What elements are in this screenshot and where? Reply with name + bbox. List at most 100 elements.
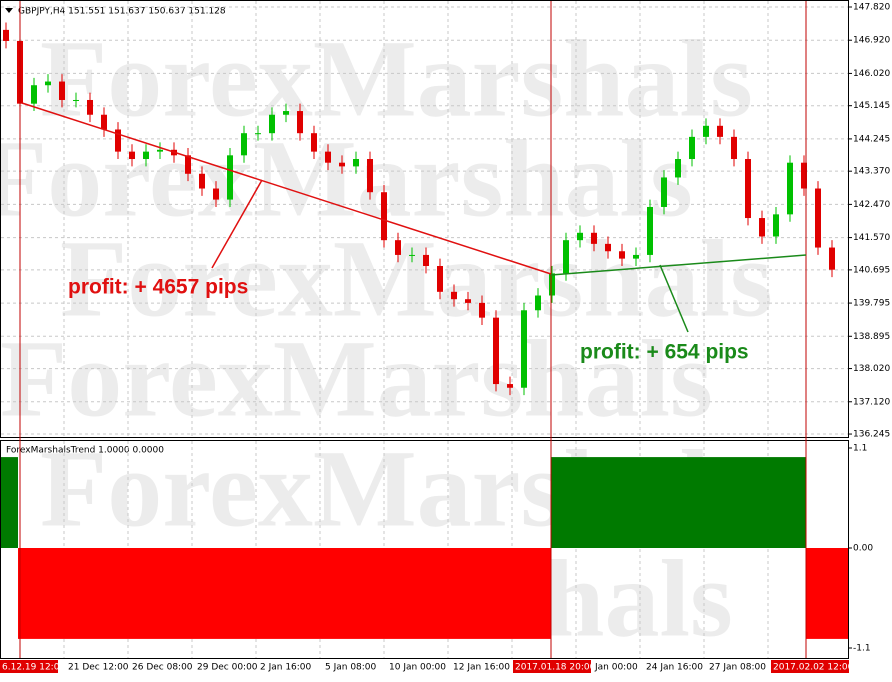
y-tick-label: 146.020 bbox=[853, 69, 890, 79]
trend-line bbox=[21, 102, 552, 275]
candle-body bbox=[129, 151, 135, 160]
y-tick-label: 145.145 bbox=[853, 101, 890, 111]
y-tick-label: 0.00 bbox=[853, 544, 873, 554]
y-tick-label: 146.920 bbox=[853, 36, 890, 46]
candle-body bbox=[283, 111, 289, 115]
candle-body bbox=[367, 159, 373, 193]
candle-body bbox=[605, 243, 611, 252]
candle-body bbox=[325, 151, 331, 163]
time-label: 26 Dec 08:00 bbox=[132, 663, 193, 673]
y-tick-label: 144.245 bbox=[853, 134, 890, 144]
candle-body bbox=[157, 149, 163, 152]
candle-body bbox=[465, 299, 471, 303]
y-tick-label: 147.820 bbox=[853, 3, 890, 13]
candle-body bbox=[73, 99, 79, 101]
trend-bar bbox=[551, 457, 806, 548]
candle-body bbox=[731, 136, 737, 160]
trend-bar bbox=[18, 548, 551, 639]
y-tick-label: 140.695 bbox=[853, 265, 890, 275]
time-label: 27 Jan 08:00 bbox=[709, 663, 766, 673]
time-label: 10 Jan 00:00 bbox=[389, 663, 446, 673]
candle-body bbox=[479, 302, 485, 318]
annotation: profit: + 654 pips bbox=[580, 341, 749, 364]
y-tick-label: 1.1 bbox=[853, 444, 867, 454]
candle-body bbox=[423, 254, 429, 266]
y-tick-label: 141.570 bbox=[853, 233, 890, 243]
candle-body bbox=[759, 218, 765, 237]
watermark: ForexMarshals bbox=[0, 317, 713, 439]
candle-body bbox=[213, 188, 219, 200]
y-tick-label: 136.245 bbox=[853, 430, 890, 440]
candle-body bbox=[297, 111, 303, 134]
candle-body bbox=[395, 240, 401, 255]
candle-body bbox=[717, 125, 723, 137]
candle-body bbox=[269, 114, 275, 134]
candle-body bbox=[3, 29, 9, 41]
time-label: 2017.01.18 20:00 bbox=[515, 663, 596, 673]
candle-body bbox=[45, 81, 51, 86]
candle-body bbox=[661, 177, 667, 207]
candle-body bbox=[773, 214, 779, 237]
candle-body bbox=[255, 133, 261, 135]
candle-body bbox=[689, 136, 695, 160]
y-tick-label: 138.020 bbox=[853, 364, 890, 374]
time-label: 6.12.19 12:00 bbox=[2, 663, 65, 673]
time-marker bbox=[0, 660, 58, 673]
y-tick-label: 138.895 bbox=[853, 332, 890, 342]
candle-body bbox=[227, 155, 233, 200]
candle-body bbox=[311, 133, 317, 152]
candle-body bbox=[521, 310, 527, 388]
candle-body bbox=[815, 188, 821, 248]
annotation: profit: + 4657 pips bbox=[68, 276, 248, 299]
watermark: ForexMarshals bbox=[40, 17, 753, 139]
indicator-header: ForexMarshalsTrend 1.0000 0.0000 bbox=[6, 446, 164, 456]
candle-body bbox=[31, 85, 37, 104]
symbol-icon bbox=[5, 8, 13, 13]
candle-body bbox=[87, 99, 93, 115]
candle-body bbox=[703, 125, 709, 137]
time-label: 12 Jan 16:00 bbox=[453, 663, 510, 673]
candle-body bbox=[493, 317, 499, 385]
candle-body bbox=[535, 295, 541, 311]
time-label: 24 Jan 16:00 bbox=[646, 663, 703, 673]
time-label: 2 Jan 16:00 bbox=[260, 663, 312, 673]
symbol-header: GBPJPY,H4 151.551 151.637 150.637 151.12… bbox=[18, 7, 226, 17]
candle-body bbox=[829, 247, 835, 270]
candle-body bbox=[143, 151, 149, 160]
candle-body bbox=[437, 266, 443, 292]
candle-body bbox=[647, 206, 653, 255]
pointer-line bbox=[211, 179, 263, 269]
candle-body bbox=[115, 129, 121, 152]
time-marker bbox=[771, 660, 849, 673]
candle-body bbox=[745, 159, 751, 219]
candle-body bbox=[787, 162, 793, 215]
pointer-line bbox=[659, 264, 689, 333]
candle-body bbox=[619, 251, 625, 259]
y-tick-label: 139.795 bbox=[853, 299, 890, 309]
indicator-frame bbox=[0, 440, 849, 659]
trend-bar bbox=[806, 548, 848, 639]
candle-body bbox=[241, 133, 247, 156]
candle-body bbox=[563, 240, 569, 274]
time-label: 2017.02.02 12:00 bbox=[773, 663, 854, 673]
candle-body bbox=[507, 384, 513, 388]
candle-body bbox=[451, 291, 457, 300]
y-tick-label: 143.370 bbox=[853, 167, 890, 177]
price-frame bbox=[0, 0, 849, 438]
candle-body bbox=[199, 173, 205, 189]
candle-body bbox=[59, 81, 65, 100]
y-tick-label: -1.1 bbox=[853, 644, 871, 654]
y-tick-label: 137.120 bbox=[853, 397, 890, 407]
candle-body bbox=[381, 192, 387, 241]
candle-body bbox=[577, 232, 583, 241]
candle-body bbox=[675, 159, 681, 178]
candle-body bbox=[549, 273, 555, 296]
time-label: 21 Dec 12:00 bbox=[68, 663, 129, 673]
time-label: 5 Jan 08:00 bbox=[325, 663, 377, 673]
time-marker bbox=[513, 660, 591, 673]
candle-body bbox=[801, 162, 807, 189]
time-label: Jan 00:00 bbox=[594, 663, 638, 673]
candle-body bbox=[339, 162, 345, 167]
candle-body bbox=[633, 254, 639, 259]
